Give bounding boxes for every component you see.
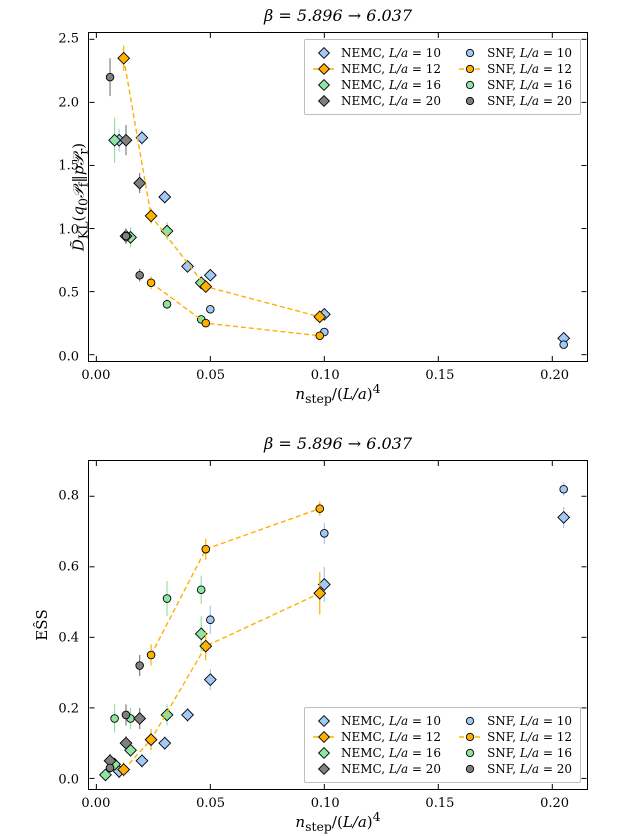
ytick-label: 0.0 xyxy=(58,773,79,788)
bottom-plot-area: NEMC, L/a = 10 SNF, L/a = 10 NEMC, L/a = 1… xyxy=(88,460,588,790)
legend-entry-snf20: SNF, L/a = 20 xyxy=(459,762,572,776)
ytick-label: 0.5 xyxy=(58,286,79,301)
figure: β = 5.896 → 6.037 NEMC, L/a = 10 SNF, L/a… xyxy=(0,0,618,836)
legend-entry-snf16: SNF, L/a = 16 xyxy=(459,746,572,760)
top-title: β = 5.896 → 6.037 xyxy=(88,6,588,25)
legend-marker-icon xyxy=(459,63,481,75)
legend-entry-nemc10: NEMC, L/a = 10 xyxy=(313,714,441,728)
legend-marker-icon xyxy=(313,715,335,727)
legend-entry-snf16: SNF, L/a = 16 xyxy=(459,78,572,92)
ytick-label: 2.0 xyxy=(58,95,79,110)
top-legend: NEMC, L/a = 10 SNF, L/a = 10 NEMC, L/a = 1… xyxy=(304,39,581,115)
legend-marker-icon xyxy=(313,763,335,775)
bottom-xlabel: nstep/(L/a)4 xyxy=(88,809,588,834)
top-panel: β = 5.896 → 6.037 NEMC, L/a = 10SNF, L/a… xyxy=(88,32,588,362)
top-xlabel: nstep/(L/a)4 xyxy=(88,381,588,406)
legend-label: SNF, L/a = 10 xyxy=(487,46,572,60)
ytick-label: 0.0 xyxy=(58,349,79,364)
legend-entry-nemc10: NEMC, L/a = 10 xyxy=(313,46,441,60)
legend-label: NEMC, L/a = 12 xyxy=(341,62,441,76)
legend-marker-icon xyxy=(459,715,481,727)
legend-label: NEMC, L/a = 20 xyxy=(341,762,441,776)
legend-label: NEMC, L/a = 20 xyxy=(341,94,441,108)
legend-entry-snf12: SNF, L/a = 12 xyxy=(459,730,572,744)
legend-entry-nemc16: NEMC, L/a = 16 xyxy=(313,78,441,92)
legend-marker-icon xyxy=(459,747,481,759)
top-plot-area: NEMC, L/a = 10 SNF, L/a = 10 NEMC, L/a = 1… xyxy=(88,32,588,362)
legend-label: NEMC, L/a = 10 xyxy=(341,46,441,60)
legend-label: SNF, L/a = 20 xyxy=(487,762,572,776)
ytick-label: 0.6 xyxy=(58,560,79,575)
legend-marker-icon xyxy=(313,747,335,759)
legend-label: NEMC, L/a = 12 xyxy=(341,730,441,744)
ytick-label: 0.4 xyxy=(58,631,79,646)
legend-label: NEMC, L/a = 10 xyxy=(341,714,441,728)
legend-marker-icon xyxy=(313,79,335,91)
legend-marker-icon xyxy=(459,763,481,775)
top-ylabel: D̃KL(q0𝒫f‖p𝒫r) xyxy=(70,143,91,251)
legend-marker-icon xyxy=(313,47,335,59)
legend-label: SNF, L/a = 20 xyxy=(487,94,572,108)
legend-label: NEMC, L/a = 16 xyxy=(341,746,441,760)
legend-marker-icon xyxy=(459,79,481,91)
legend-entry-nemc20: NEMC, L/a = 20 xyxy=(313,762,441,776)
legend-label: SNF, L/a = 12 xyxy=(487,730,572,744)
legend-entry-nemc12: NEMC, L/a = 12 xyxy=(313,730,441,744)
legend-entry-nemc16: NEMC, L/a = 16 xyxy=(313,746,441,760)
legend-entry-snf10: SNF, L/a = 10 xyxy=(459,46,572,60)
legend-label: SNF, L/a = 16 xyxy=(487,746,572,760)
legend-entry-snf10: SNF, L/a = 10 xyxy=(459,714,572,728)
bottom-title: β = 5.896 → 6.037 xyxy=(88,434,588,453)
legend-marker-icon xyxy=(459,731,481,743)
bottom-legend: NEMC, L/a = 10 SNF, L/a = 10 NEMC, L/a = 1… xyxy=(304,707,581,783)
ytick-label: 2.5 xyxy=(58,32,79,47)
bottom-ylabel: EŜS xyxy=(33,609,51,641)
ytick-label: 0.8 xyxy=(58,489,79,504)
legend-marker-icon xyxy=(459,47,481,59)
legend-marker-icon xyxy=(313,63,335,75)
legend-entry-snf20: SNF, L/a = 20 xyxy=(459,94,572,108)
legend-marker-icon xyxy=(313,731,335,743)
legend-label: SNF, L/a = 12 xyxy=(487,62,572,76)
legend-label: SNF, L/a = 16 xyxy=(487,78,572,92)
legend-label: SNF, L/a = 10 xyxy=(487,714,572,728)
legend-entry-nemc20: NEMC, L/a = 20 xyxy=(313,94,441,108)
legend-marker-icon xyxy=(313,95,335,107)
legend-marker-icon xyxy=(459,95,481,107)
legend-entry-nemc12: NEMC, L/a = 12 xyxy=(313,62,441,76)
bottom-panel: β = 5.896 → 6.037 NEMC, L/a = 10SNF, L/a… xyxy=(88,460,588,790)
legend-label: NEMC, L/a = 16 xyxy=(341,78,441,92)
ytick-label: 0.2 xyxy=(58,702,79,717)
legend-entry-snf12: SNF, L/a = 12 xyxy=(459,62,572,76)
